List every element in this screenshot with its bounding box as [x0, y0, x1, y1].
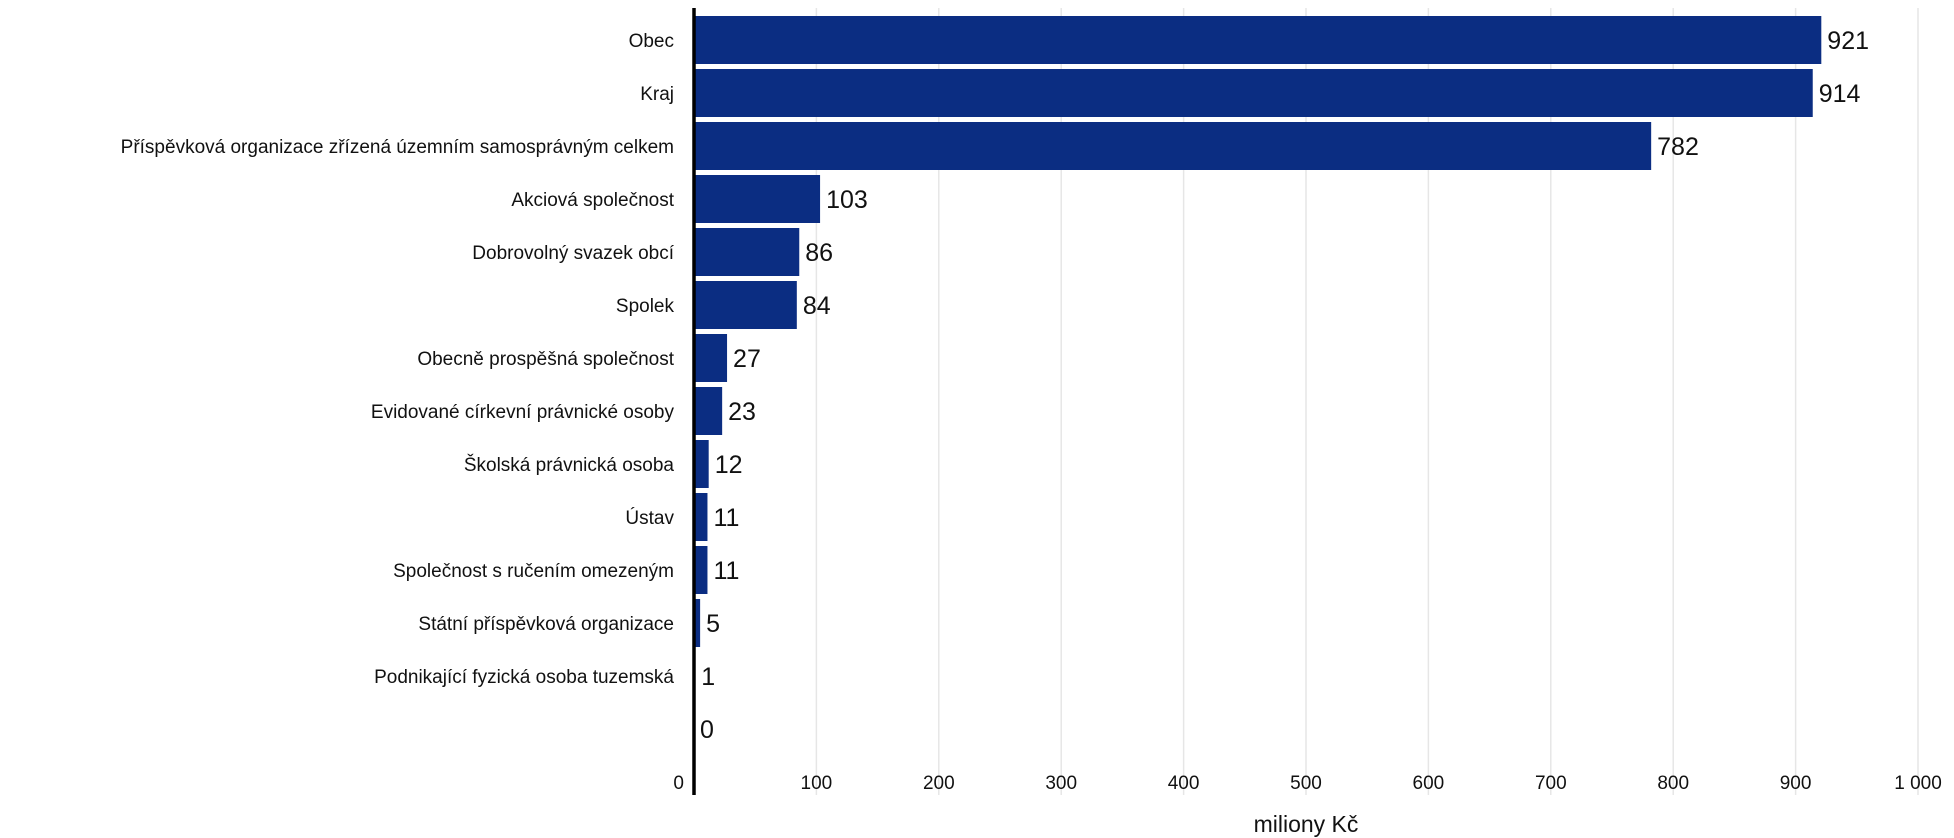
category-label: Státní příspěvková organizace: [418, 614, 674, 635]
category-label: Školská právnická osoba: [464, 454, 675, 476]
bar: [694, 16, 1822, 64]
value-label: 0: [700, 716, 714, 744]
x-tick-label: 300: [1045, 773, 1077, 794]
value-label: 27: [733, 345, 761, 373]
bar: [694, 546, 708, 594]
value-label: 921: [1827, 27, 1869, 55]
x-tick-label: 1 000: [1894, 773, 1942, 794]
value-label: 86: [805, 239, 833, 267]
x-tick-label: 800: [1657, 773, 1689, 794]
value-label: 12: [715, 451, 743, 479]
value-label: 103: [826, 186, 868, 214]
x-tick-label: 600: [1413, 773, 1445, 794]
category-labels: Obec Kraj Příspěvková organizace zřízená ú…: [121, 31, 675, 688]
bar: [694, 440, 709, 488]
bar: [694, 281, 797, 329]
value-label: 1: [701, 663, 715, 691]
x-tick-label: 400: [1168, 773, 1200, 794]
bars: [694, 16, 1822, 700]
bar: [694, 599, 701, 647]
bar: [694, 228, 800, 276]
x-tick-label: 100: [801, 773, 833, 794]
value-label: 11: [713, 504, 739, 532]
x-tick-label: 200: [923, 773, 955, 794]
x-tick-label: 700: [1535, 773, 1567, 794]
category-label: Společnost s ručením omezeným: [393, 561, 674, 582]
x-tick-label: 500: [1290, 773, 1322, 794]
category-label: Evidované církevní právnické osoby: [371, 402, 675, 423]
category-label: Dobrovolný svazek obcí: [472, 243, 674, 264]
value-label: 23: [728, 398, 756, 426]
category-label: Obecně prospěšná společnost: [417, 349, 674, 370]
bar: [694, 334, 728, 382]
bar: [694, 122, 1652, 170]
category-label: Akciová společnost: [511, 190, 674, 211]
value-label: 5: [706, 610, 720, 638]
category-label: Podnikající fyzická osoba tuzemská: [374, 667, 674, 688]
x-tick-label: 900: [1780, 773, 1812, 794]
value-label: 84: [803, 292, 831, 320]
bar: [694, 175, 821, 223]
category-label: Kraj: [640, 84, 674, 105]
x-tick-labels: 0 100 200 300 400 500 600 700 800 900 1 000: [673, 773, 1941, 794]
x-axis-title: miliony Kč: [1254, 811, 1359, 837]
value-label: 914: [1819, 80, 1861, 108]
value-label: 11: [713, 557, 739, 585]
x-tick-label: 0: [673, 773, 684, 794]
bar: [694, 493, 708, 541]
bar: [694, 387, 723, 435]
category-label: Příspěvková organizace zřízená územním s…: [121, 137, 674, 158]
bar: [694, 69, 1813, 117]
category-label: Obec: [629, 31, 674, 52]
value-labels: 921 914 782 103 86 84 27 23 12 11 11 5 1 0: [700, 27, 1869, 744]
category-label: Ústav: [625, 507, 674, 529]
value-label: 782: [1657, 133, 1699, 161]
category-label: Spolek: [616, 296, 675, 317]
